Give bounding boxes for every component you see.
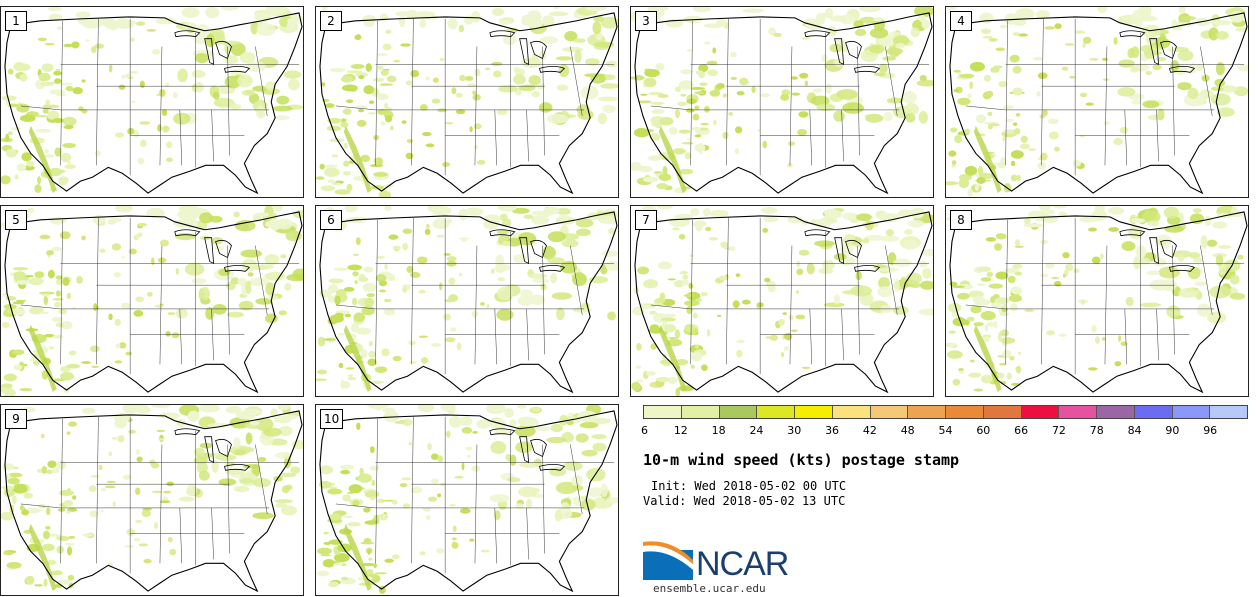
legend-swatch <box>908 406 946 418</box>
ensemble-member-panel: 1 <box>0 6 304 198</box>
legend-swatch <box>757 406 795 418</box>
wind-speed-map <box>946 7 1248 197</box>
wind-speed-map <box>946 206 1248 394</box>
legend-tick: 36 <box>825 424 840 437</box>
member-number: 6 <box>320 210 342 230</box>
legend-tick: 48 <box>900 424 915 437</box>
member-number: 7 <box>635 210 657 230</box>
member-number: 1 <box>5 11 27 31</box>
legend-tick: 96 <box>1203 424 1218 437</box>
ensemble-member-panel: 6 <box>315 205 619 397</box>
site-url: ensemble.ucar.edu <box>653 582 766 595</box>
legend-tick: 60 <box>976 424 991 437</box>
legend-swatch <box>983 406 1022 418</box>
valid-time: Valid: Wed 2018-05-02 13 UTC <box>643 494 846 508</box>
legend-swatch <box>719 406 758 418</box>
wind-speed-map <box>1 206 303 396</box>
ensemble-member-panel: 5 <box>0 205 304 397</box>
legend-tick: 6 <box>641 424 648 437</box>
ensemble-member-panel: 10 <box>315 404 619 596</box>
color-legend <box>643 405 1248 419</box>
legend-tick: 42 <box>862 424 877 437</box>
legend-tick: 18 <box>711 424 726 437</box>
legend-swatch <box>681 406 720 418</box>
legend-swatch <box>870 406 909 418</box>
ensemble-member-panel: 4 <box>945 6 1249 198</box>
legend-swatch <box>1210 406 1247 418</box>
wind-speed-map <box>1 405 303 593</box>
member-number: 9 <box>5 409 27 429</box>
member-number: 10 <box>320 409 344 429</box>
legend-tick-labels: 6 12 18 24 30 36 42 48 54 60 66 72 78 84 90 96 <box>641 424 1248 438</box>
ensemble-member-panel: 2 <box>315 6 619 198</box>
member-number: 8 <box>950 210 972 230</box>
wind-speed-map <box>631 7 933 195</box>
legend-swatch <box>1059 406 1097 418</box>
ncar-logo-icon <box>643 541 693 580</box>
init-time: Init: Wed 2018-05-02 00 UTC <box>651 479 847 493</box>
legend-tick: 78 <box>1089 424 1104 437</box>
legend-swatch <box>1097 406 1135 418</box>
wind-speed-map <box>316 206 618 394</box>
wind-speed-map <box>316 405 618 594</box>
legend-swatch <box>1021 406 1060 418</box>
ensemble-member-panel: 3 <box>630 6 934 198</box>
wind-speed-map <box>316 7 618 197</box>
legend-swatch <box>644 406 682 418</box>
legend-swatch <box>832 406 871 418</box>
legend-tick: 12 <box>673 424 688 437</box>
wind-speed-map <box>631 206 933 396</box>
ensemble-member-panel: 9 <box>0 404 304 596</box>
ensemble-member-panel: 8 <box>945 205 1249 397</box>
legend-tick: 84 <box>1127 424 1142 437</box>
legend-tick: 66 <box>1014 424 1029 437</box>
legend-swatch <box>1134 406 1173 418</box>
legend-tick: 90 <box>1165 424 1180 437</box>
ensemble-member-panel: 7 <box>630 205 934 397</box>
member-number: 3 <box>635 11 657 31</box>
legend-swatch <box>1172 406 1211 418</box>
legend-tick: 72 <box>1051 424 1066 437</box>
member-number: 5 <box>5 210 27 230</box>
legend-tick: 30 <box>787 424 802 437</box>
legend-tick: 24 <box>749 424 764 437</box>
legend-swatch <box>795 406 833 418</box>
wind-speed-map <box>1 7 303 195</box>
logo-text: NCAR <box>696 545 789 583</box>
member-number: 2 <box>320 11 342 31</box>
member-number: 4 <box>950 11 972 31</box>
legend-swatch <box>946 406 984 418</box>
legend-tick: 54 <box>938 424 953 437</box>
plot-title: 10-m wind speed (kts) postage stamp <box>643 451 960 469</box>
